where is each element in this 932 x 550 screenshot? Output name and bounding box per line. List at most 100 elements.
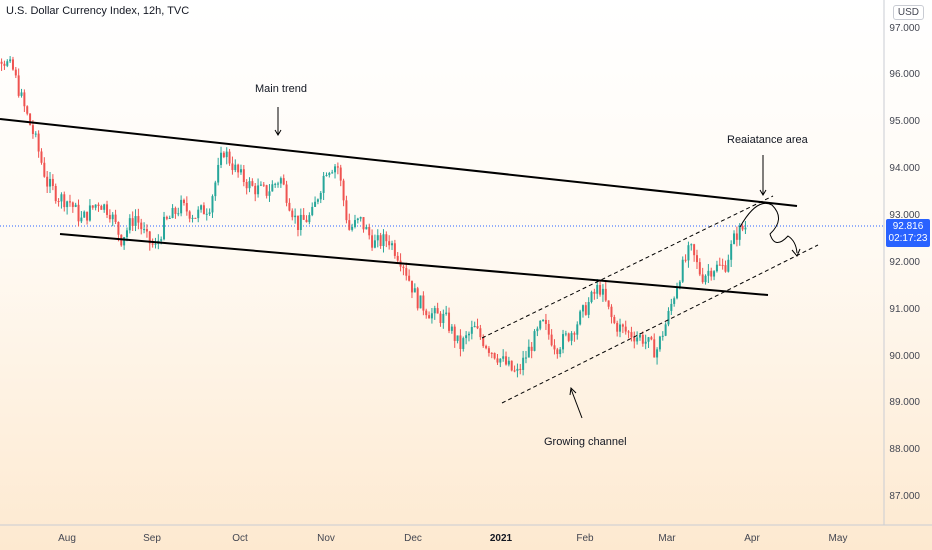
main-trend-arrowhead <box>274 129 282 136</box>
candle-body <box>316 199 319 202</box>
candle-body <box>319 192 322 200</box>
candle-body <box>285 184 288 203</box>
candle-body <box>408 275 411 281</box>
candle-body <box>262 184 265 186</box>
candle-body <box>638 334 641 338</box>
candle-body <box>248 181 251 189</box>
candle-body <box>676 287 679 299</box>
candle-body <box>171 207 174 218</box>
candle-body <box>211 196 214 213</box>
candle-body <box>556 349 559 355</box>
candle-body <box>670 303 673 311</box>
candle-body <box>234 164 237 171</box>
candle-body <box>154 243 157 245</box>
candle-body <box>465 335 468 339</box>
candle-body <box>308 215 311 223</box>
candle-body <box>9 59 12 62</box>
candle-body <box>80 217 83 222</box>
y-tick-label: 97.000 <box>889 23 920 34</box>
candle-body <box>656 349 659 358</box>
candle-body <box>54 185 57 202</box>
candle-body <box>228 151 231 164</box>
candle-body <box>536 328 539 332</box>
projection-arrowhead <box>791 248 801 257</box>
candle-body <box>29 113 32 126</box>
candle-body <box>385 234 388 242</box>
candle-body <box>613 317 616 323</box>
candle-body <box>365 226 368 230</box>
candle-body <box>405 268 408 276</box>
x-tick-label: Sep <box>143 533 161 544</box>
candle-body <box>46 176 49 187</box>
candle-body <box>168 217 171 219</box>
candle-body <box>382 234 385 247</box>
candle-body <box>467 333 470 336</box>
candle-body <box>205 213 208 215</box>
candle-body <box>379 235 382 247</box>
candle-body <box>510 360 513 371</box>
candle-body <box>425 310 428 316</box>
candle-body <box>567 333 570 341</box>
candle-body <box>730 243 733 260</box>
bar-countdown: 02:17:23 <box>888 233 928 244</box>
candle-body <box>185 203 188 212</box>
candle-body <box>322 175 325 193</box>
candle-body <box>579 311 582 325</box>
candle-body <box>40 151 43 163</box>
candle-body <box>678 281 681 288</box>
candle-body <box>581 305 584 312</box>
candle-body <box>416 288 419 309</box>
candle-body <box>148 231 151 244</box>
channel-lower-line <box>501 244 819 404</box>
candle-body <box>533 331 536 351</box>
candle-body <box>487 348 490 353</box>
candle-body <box>505 356 508 365</box>
candle-body <box>607 300 610 307</box>
candle-body <box>0 61 3 64</box>
candle-body <box>51 178 54 186</box>
candle-body <box>393 243 396 256</box>
candle-body <box>200 205 203 210</box>
candle-body <box>214 182 217 197</box>
y-tick-label: 92.000 <box>889 257 920 268</box>
candle-body <box>619 324 622 332</box>
candle-body <box>542 319 545 321</box>
candle-body <box>49 178 52 187</box>
candle-body <box>353 220 356 227</box>
y-tick-label: 96.000 <box>889 69 920 80</box>
candle-body <box>715 264 718 272</box>
candle-body <box>71 202 74 207</box>
candle-body <box>707 270 710 276</box>
candle-body <box>14 69 17 76</box>
candle-body <box>693 244 696 256</box>
candle-body <box>601 288 604 295</box>
candle-body <box>684 259 687 261</box>
candle-body <box>704 275 707 283</box>
candle-body <box>624 326 627 332</box>
candle-body <box>599 285 602 295</box>
candle-body <box>396 255 399 261</box>
candle-body <box>83 211 86 218</box>
candle-body <box>174 207 177 214</box>
candle-body <box>6 61 9 66</box>
candle-body <box>342 180 345 201</box>
resistance-arrowhead <box>759 189 767 196</box>
candle-body <box>482 337 485 346</box>
candle-body <box>296 215 299 230</box>
candle-body <box>664 324 667 336</box>
candle-body <box>593 291 596 294</box>
x-tick-label: Aug <box>58 533 76 544</box>
candle-body <box>496 358 499 363</box>
candle-body <box>570 333 573 341</box>
candle-body <box>251 181 254 186</box>
y-tick-label: 90.000 <box>889 351 920 362</box>
currency-button[interactable]: USD <box>892 5 924 20</box>
candle-body <box>220 152 223 165</box>
candle-body <box>259 184 262 186</box>
candle-body <box>108 214 111 220</box>
candle-body <box>134 216 137 226</box>
candle-body <box>564 333 567 335</box>
candle-body <box>279 178 282 184</box>
candle-body <box>271 184 274 192</box>
